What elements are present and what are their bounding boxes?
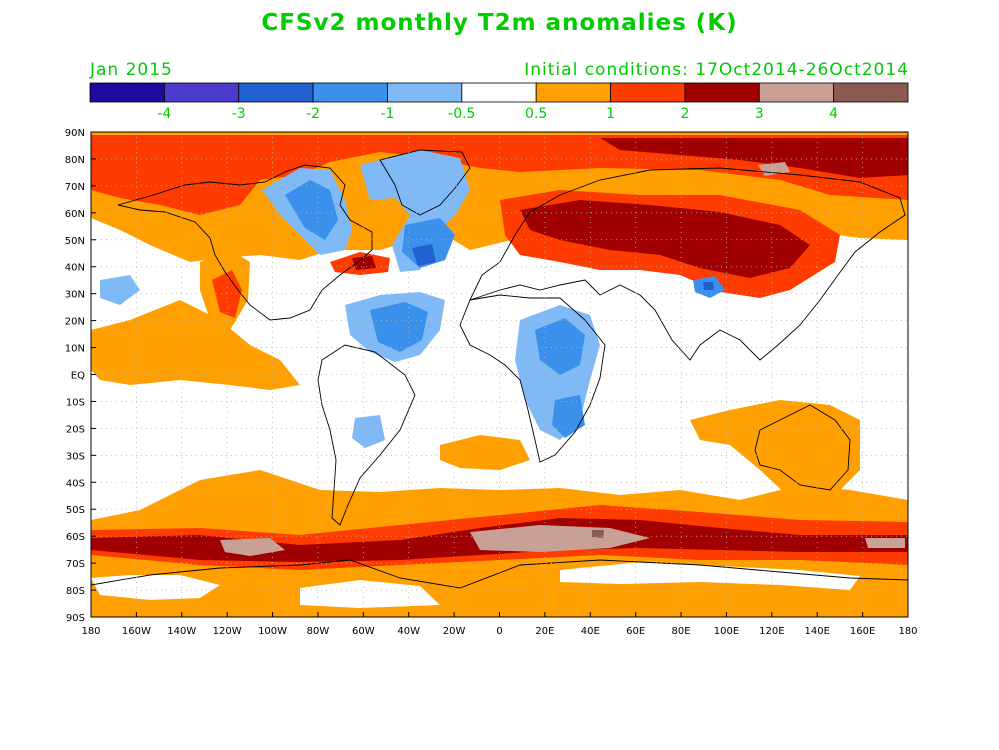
latitude-labels: 90N 80N 70N 60N 50N 40N 30N 20N 10N EQ 10S 20S 30S 40… [65, 128, 96, 624]
map-gridlines [91, 132, 908, 617]
lon-label: 140W [167, 626, 196, 637]
lon-label: 180 [898, 626, 917, 637]
lon-label: 20E [535, 626, 554, 637]
colorbar-label: 0.5 [525, 106, 547, 122]
anomaly-pacific-lightblue [100, 275, 140, 305]
anomaly-tibet-darkblue [703, 282, 714, 290]
colorbar-label: -2 [306, 106, 320, 122]
coast-eurasia [469, 167, 906, 361]
coast-antarctica [91, 559, 908, 589]
lat-label: 20N [65, 317, 85, 328]
coast-north-america [117, 164, 373, 321]
lat-label: 10S [66, 397, 85, 408]
lat-label: 80N [65, 155, 85, 166]
lat-label: 40S [66, 478, 85, 489]
lat-label: 70N [65, 182, 85, 193]
colorbar-label: -0.5 [448, 106, 475, 122]
lon-label: 140E [805, 626, 830, 637]
colorbar-labels: -4 -3 -2 -1 -0.5 0.5 1 2 3 4 [157, 106, 838, 122]
colorbar-label: 3 [755, 106, 764, 122]
colorbar-label: 4 [829, 106, 838, 122]
colorbar-boxes [89, 82, 909, 103]
lon-label: 120W [213, 626, 242, 637]
colorbar-label: 2 [680, 106, 689, 122]
lon-label: 80E [672, 626, 691, 637]
anomaly-southern-darkbrown [592, 530, 604, 538]
coast-australia [754, 404, 851, 491]
initial-conditions-label: Initial conditions: 17Oct2014-26Oct2014 [524, 60, 909, 80]
coast-south-america [317, 344, 416, 526]
colorbar-label: -4 [157, 106, 171, 122]
lon-label: 40W [397, 626, 420, 637]
anomaly-atlantic-darkblue [412, 244, 436, 266]
lon-label: 100W [258, 626, 287, 637]
lat-label: 80S [66, 586, 85, 597]
lon-label: 60E [626, 626, 645, 637]
lat-label: 10N [65, 344, 85, 355]
coast-greenland [379, 149, 471, 216]
lat-label: 90N [65, 128, 85, 139]
anomaly-arctic-brown [758, 162, 790, 176]
lat-label: 70S [66, 559, 85, 570]
anomaly-africa-blue [535, 318, 585, 375]
anomaly-eurasia-darkred [520, 200, 810, 278]
anomaly-canada-blue [285, 180, 338, 240]
anomaly-tropatl-blue [370, 302, 428, 352]
lat-label: 60N [65, 209, 85, 220]
anomaly-safrica-blue [552, 395, 585, 438]
lon-label: 0 [496, 626, 502, 637]
lat-label: 40N [65, 263, 85, 274]
lon-label: 60W [352, 626, 375, 637]
lon-label: 40E [581, 626, 600, 637]
coast-africa [459, 294, 606, 463]
lat-label: 50N [65, 236, 85, 247]
anomaly-samerica-lightblue [352, 415, 385, 448]
anomaly-indian-orange [690, 400, 860, 500]
lon-label: 80W [307, 626, 330, 637]
lat-label: EQ [71, 371, 85, 382]
lat-label: 90S [66, 613, 85, 624]
coastlines [91, 149, 908, 589]
lon-label: 180 [81, 626, 100, 637]
lon-label: 120E [759, 626, 784, 637]
lat-label: 50S [66, 505, 85, 516]
colorbar-label: -1 [380, 106, 394, 122]
lat-label: 60S [66, 532, 85, 543]
lon-label: 100E [714, 626, 739, 637]
anomaly-greenland-lightblue [360, 150, 470, 272]
antarctic-white-west [91, 575, 220, 600]
antarctic-white-center [300, 580, 440, 608]
colorbar-label: 1 [606, 106, 615, 122]
anomaly-pacific-orange [91, 300, 300, 390]
lon-label: 20W [443, 626, 466, 637]
anomaly-southern-brown [220, 525, 905, 556]
lon-label: 160W [122, 626, 151, 637]
lat-label: 20S [66, 424, 85, 435]
anomaly-southatl-orange [440, 435, 530, 470]
longitude-labels: 180 160W 140W 120W 100W 80W 60W 40W 20W 0 20E 40E 60… [81, 612, 918, 637]
anomaly-east-us-darkred [352, 256, 376, 270]
lat-label: 30N [65, 290, 85, 301]
colorbar: -4 -3 -2 -1 -0.5 0.5 1 2 3 4 [89, 82, 909, 122]
anomaly-arctic-darkred [600, 138, 908, 178]
lat-label: 30S [66, 451, 85, 462]
antarctic-white-east [560, 562, 860, 590]
valid-month-label: Jan 2015 [90, 60, 173, 80]
map-title: CFSv2 monthly T2m anomalies (K) [261, 10, 738, 36]
lon-label: 160E [850, 626, 875, 637]
colorbar-label: -3 [232, 106, 246, 122]
colorbar-box [833, 82, 909, 103]
